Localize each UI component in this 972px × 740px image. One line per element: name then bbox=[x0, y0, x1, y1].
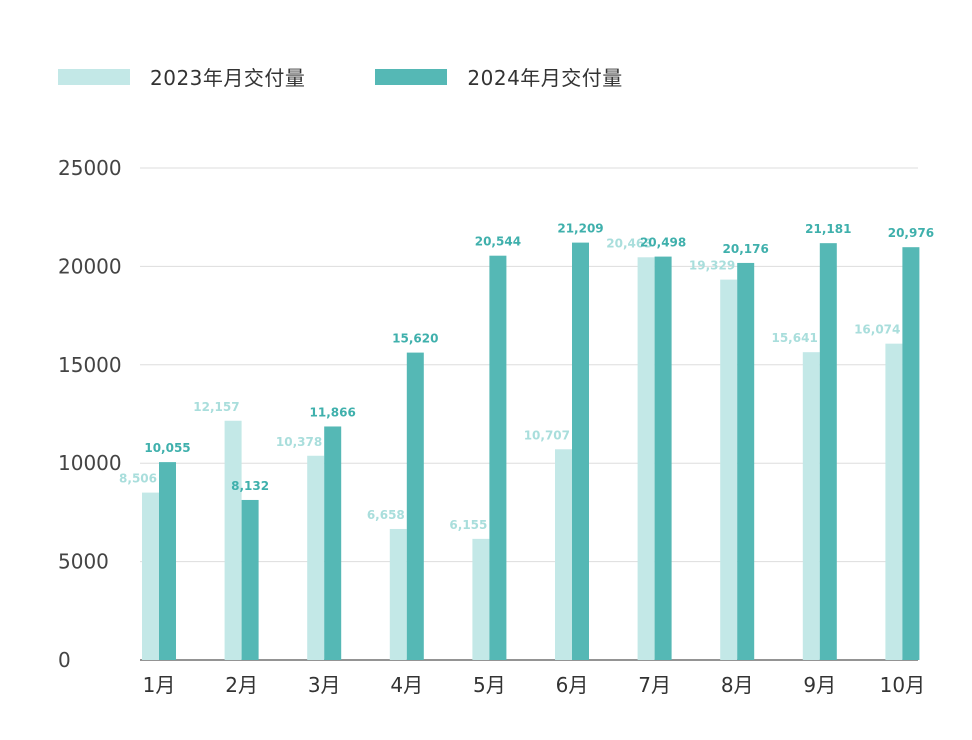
data-label-2024: 20,176 bbox=[723, 242, 769, 256]
data-label-2024: 20,544 bbox=[475, 235, 521, 249]
data-labels: 8,506 10,055 12,157 8,132 10,378 11,866 6,658 1… bbox=[119, 222, 934, 532]
data-label-2024: 11,866 bbox=[310, 405, 356, 419]
bar-2024-2 bbox=[241, 499, 259, 660]
bar-2024-1 bbox=[159, 462, 176, 660]
data-label-2024: 8,132 bbox=[231, 479, 269, 493]
x-tick-label: 3月 bbox=[308, 673, 341, 697]
x-tick-label: 1月 bbox=[143, 673, 176, 697]
bar-2023-6 bbox=[555, 449, 572, 660]
data-label-2023: 20,463 bbox=[606, 236, 652, 250]
bar-2023-4 bbox=[389, 528, 407, 660]
x-tick-label: 9月 bbox=[803, 673, 836, 697]
x-tick-label: 6月 bbox=[556, 673, 589, 697]
y-tick-label: 15000 bbox=[58, 353, 122, 377]
bar-2023-3 bbox=[307, 455, 325, 660]
bar-2024-10 bbox=[902, 247, 920, 660]
y-tick-label: 10000 bbox=[58, 451, 122, 475]
bar-2023-5 bbox=[472, 538, 490, 660]
x-tick-label: 5月 bbox=[473, 673, 506, 697]
data-label-2023: 19,329 bbox=[689, 259, 735, 273]
y-tick-label: 25000 bbox=[58, 156, 122, 180]
data-label-2024: 20,498 bbox=[640, 236, 686, 250]
y-axis: 0 5000 10000 15000 20000 25000 bbox=[58, 156, 122, 672]
data-label-2023: 16,074 bbox=[854, 323, 900, 337]
x-tick-label: 8月 bbox=[721, 673, 754, 697]
bar-2024-6 bbox=[572, 242, 589, 660]
data-label-2024: 20,976 bbox=[888, 226, 934, 240]
bar-2023-9 bbox=[802, 352, 820, 660]
x-tick-label: 2月 bbox=[225, 673, 258, 697]
data-label-2023: 10,378 bbox=[276, 435, 322, 449]
bar-2024-5 bbox=[489, 255, 507, 660]
x-tick-label: 10月 bbox=[880, 673, 925, 697]
bar-2023-1 bbox=[142, 492, 159, 660]
legend-swatch-2024 bbox=[375, 68, 448, 85]
data-label-2024: 21,181 bbox=[805, 222, 851, 236]
legend-item-2024: 2024年月交付量 bbox=[375, 62, 622, 91]
bar-2023-8 bbox=[720, 279, 738, 660]
data-label-2023: 6,658 bbox=[367, 508, 405, 522]
bar-2024-8 bbox=[737, 262, 755, 660]
data-label-2024: 10,055 bbox=[144, 441, 190, 455]
y-tick-label: 20000 bbox=[58, 254, 122, 278]
bar-2024-3 bbox=[324, 426, 342, 660]
x-tick-label: 4月 bbox=[390, 673, 423, 697]
x-axis: 1月 2月 3月 4月 5月 6月 7月 8月 9月 10月 bbox=[143, 673, 925, 697]
bar-2023-7 bbox=[637, 257, 655, 660]
data-label-2023: 15,641 bbox=[771, 331, 817, 345]
data-label-2023: 6,155 bbox=[449, 518, 487, 532]
bar-2023-10 bbox=[885, 343, 903, 660]
data-label-2023: 12,157 bbox=[193, 400, 239, 414]
bar-2024-4 bbox=[406, 352, 424, 660]
data-label-2024: 15,620 bbox=[392, 332, 438, 346]
bar-2023-2 bbox=[224, 420, 242, 660]
y-tick-label: 0 bbox=[58, 648, 71, 672]
bar-2024-7 bbox=[654, 256, 672, 660]
data-label-2024: 21,209 bbox=[557, 222, 603, 236]
data-label-2023: 10,707 bbox=[524, 428, 570, 442]
legend: 2023年月交付量 2024年月交付量 bbox=[58, 62, 693, 91]
bar-2024-9 bbox=[819, 243, 837, 661]
bars bbox=[142, 242, 920, 661]
y-tick-label: 5000 bbox=[58, 550, 109, 574]
x-tick-label: 7月 bbox=[638, 673, 671, 697]
legend-label-2024: 2024年月交付量 bbox=[467, 66, 623, 90]
gridlines bbox=[140, 167, 918, 661]
legend-label-2023: 2023年月交付量 bbox=[150, 66, 306, 90]
data-label-2023: 8,506 bbox=[119, 472, 157, 486]
legend-swatch-2023 bbox=[58, 68, 130, 85]
legend-item-2023: 2023年月交付量 bbox=[58, 62, 305, 91]
